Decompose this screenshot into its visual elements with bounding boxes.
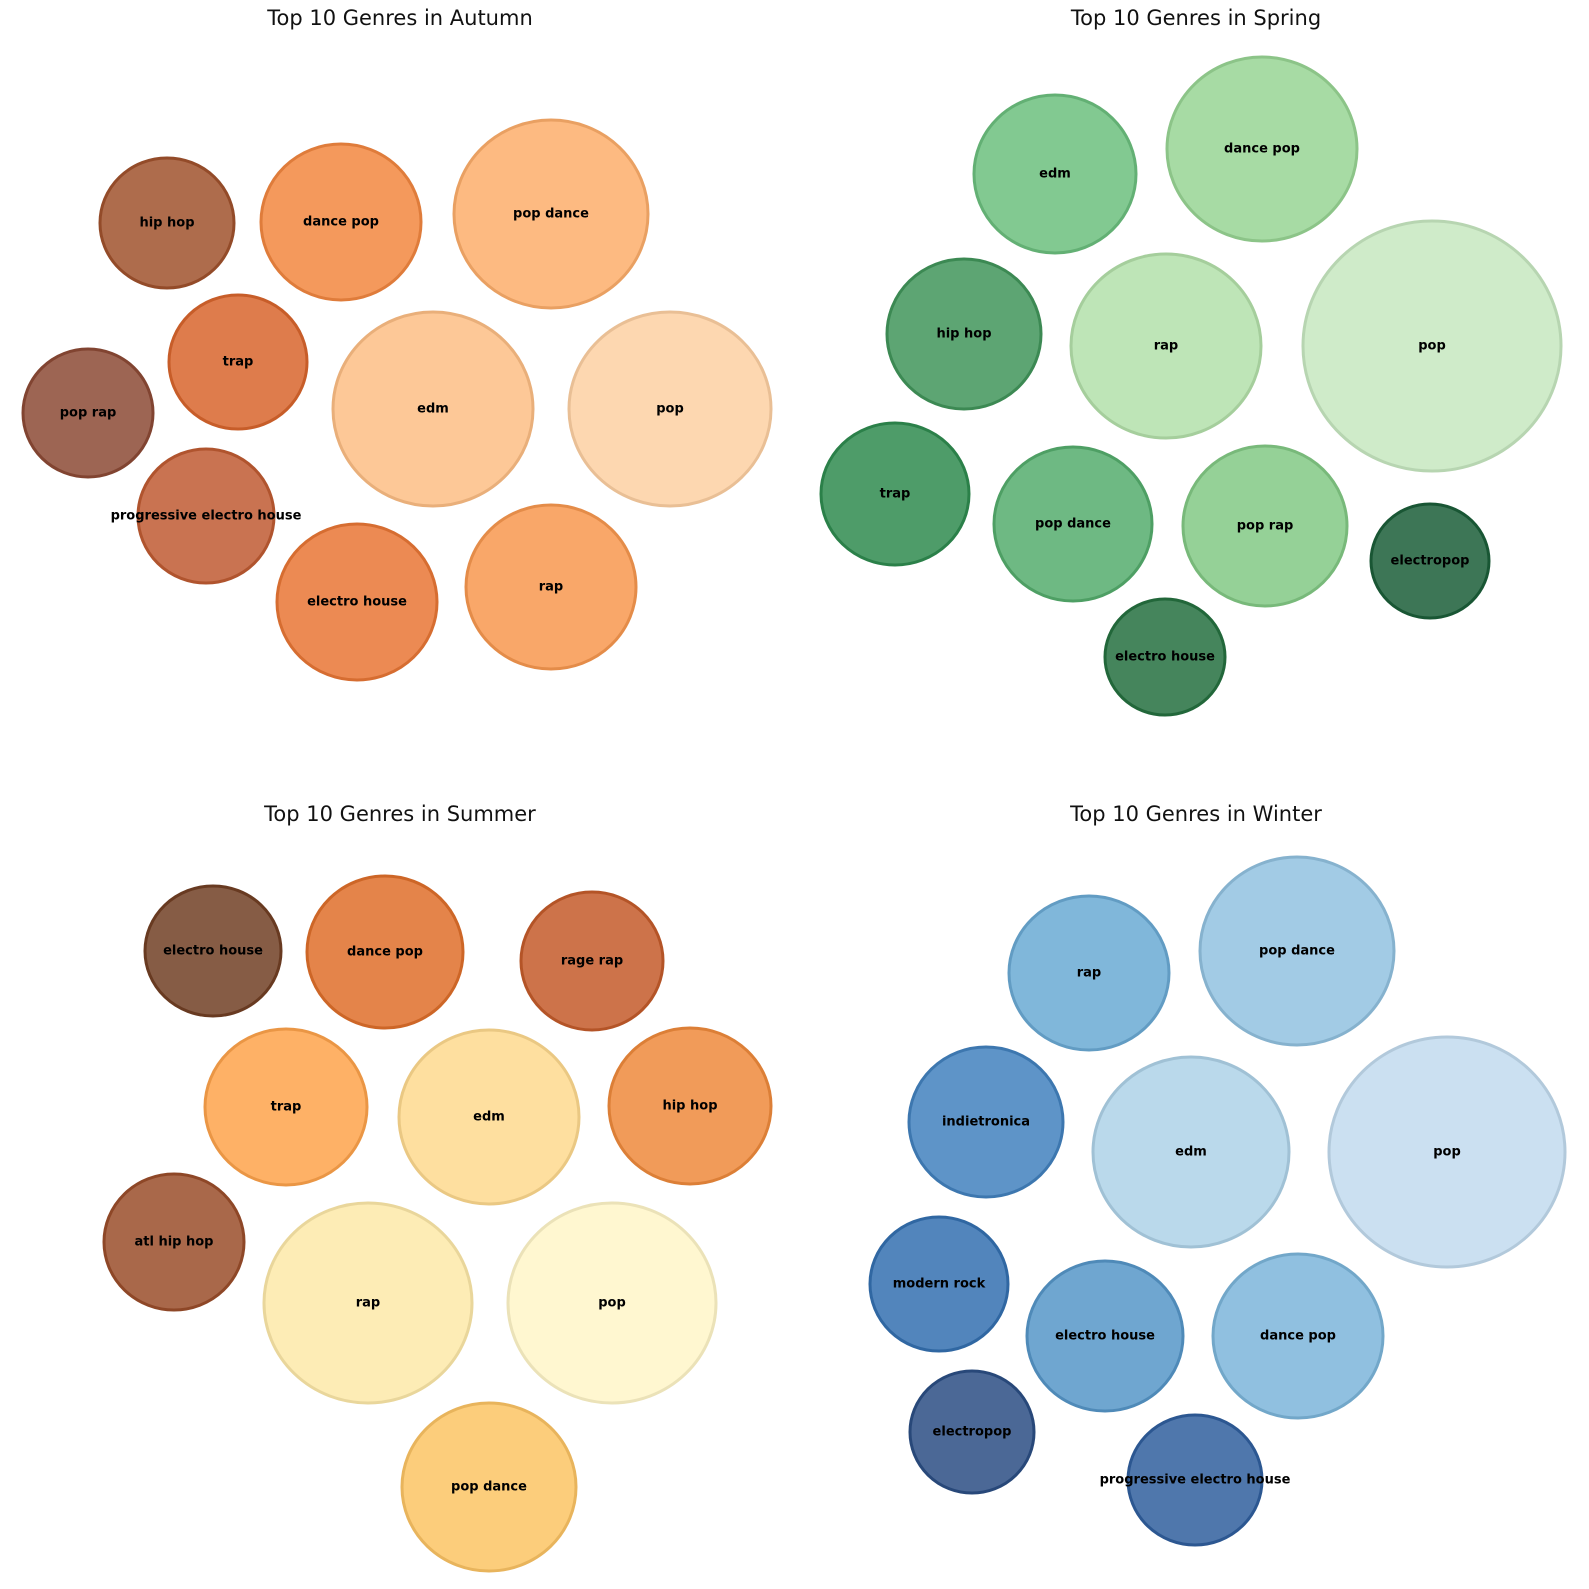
bubble-label-autumn-pop: pop	[656, 402, 684, 417]
bubble-label-spring-dance-pop: dance pop	[1224, 142, 1300, 157]
bubble-label-summer-pop: pop	[598, 1296, 626, 1311]
bubble-label-autumn-pop-dance: pop dance	[513, 207, 589, 222]
bubble-spring-trap	[819, 421, 971, 567]
bubble-label-winter-electro-house: electro house	[1055, 1329, 1155, 1344]
bubble-autumn-progressive-electro-house	[136, 447, 276, 585]
bubble-label-autumn-hip-hop: hip hop	[139, 216, 194, 231]
bubble-label-spring-edm: edm	[1039, 167, 1071, 182]
bubble-spring-pop-dance	[992, 445, 1154, 603]
bubble-label-winter-modern-rock: modern rock	[893, 1277, 986, 1292]
bubble-label-winter-dance-pop: dance pop	[1260, 1329, 1336, 1344]
bubble-spring-dance-pop	[1165, 55, 1359, 243]
bubble-label-summer-electro-house: electro house	[163, 944, 263, 959]
bubble-label-summer-trap: trap	[271, 1100, 302, 1115]
bubble-winter-electropop	[908, 1369, 1036, 1495]
bubble-winter-modern-rock	[868, 1215, 1010, 1353]
bubble-autumn-electro-house	[275, 522, 439, 682]
bubble-label-spring-electropop: electropop	[1391, 554, 1470, 569]
bubble-label-winter-pop: pop	[1433, 1145, 1461, 1160]
bubble-label-summer-hip-hop: hip hop	[662, 1099, 717, 1114]
bubble-label-spring-trap: trap	[880, 487, 911, 502]
bubble-autumn-hip-hop	[98, 156, 236, 290]
bubble-label-winter-indietronica: indietronica	[942, 1115, 1030, 1130]
bubble-label-autumn-dance-pop: dance pop	[303, 215, 379, 230]
bubble-label-spring-pop-dance: pop dance	[1035, 517, 1111, 532]
bubble-label-autumn-progressive-electro-house: progressive electro house	[111, 509, 302, 524]
bubble-label-spring-pop: pop	[1418, 339, 1446, 354]
panel-winter: rap pop dance indietronica edm pop modern roc…	[868, 855, 1567, 1547]
bubble-label-summer-edm: edm	[473, 1110, 505, 1125]
bubble-autumn-pop-dance	[452, 118, 650, 310]
bubble-label-summer-dance-pop: dance pop	[347, 945, 423, 960]
bubble-spring-hip-hop	[885, 257, 1043, 411]
bubble-label-autumn-pop-rap: pop rap	[60, 406, 117, 421]
bubble-summer-dance-pop	[305, 874, 465, 1030]
bubble-summer-atl-hip-hop	[102, 1172, 246, 1312]
bubble-label-spring-pop-rap: pop rap	[1237, 519, 1294, 534]
bubble-winter-dance-pop	[1211, 1252, 1385, 1420]
bubble-label-autumn-electro-house: electro house	[307, 595, 407, 610]
bubble-summer-edm	[397, 1028, 581, 1206]
bubble-autumn-edm	[331, 310, 535, 508]
bubble-label-autumn-edm: edm	[417, 402, 449, 417]
bubble-label-summer-rap: rap	[356, 1296, 381, 1311]
bubble-winter-electro-house	[1025, 1259, 1185, 1413]
bubble-autumn-dance-pop	[259, 142, 423, 302]
bubble-autumn-pop-rap	[21, 347, 155, 479]
bubble-spring-pop	[1301, 219, 1563, 473]
bubble-label-spring-hip-hop: hip hop	[936, 327, 991, 342]
bubble-label-autumn-trap: trap	[223, 355, 254, 370]
bubble-summer-pop	[506, 1201, 718, 1405]
bubble-spring-edm	[972, 93, 1138, 255]
panel-title-autumn: Top 10 Genres in Autumn	[267, 6, 533, 30]
panel-title-winter: Top 10 Genres in Winter	[1070, 802, 1322, 826]
panel-summer: electro house dance pop rage rap trap edm hip…	[102, 874, 773, 1573]
bubble-label-winter-electropop: electropop	[933, 1425, 1012, 1440]
bubble-summer-rap	[262, 1201, 474, 1405]
bubble-label-autumn-rap: rap	[539, 580, 564, 595]
bubble-label-spring-rap: rap	[1154, 339, 1179, 354]
bubble-spring-electro-house	[1103, 597, 1227, 717]
bubble-spring-pop-rap	[1181, 444, 1349, 608]
bubble-label-spring-electro-house: electro house	[1115, 650, 1215, 665]
bubble-summer-electro-house	[143, 884, 283, 1018]
panel-title-summer: Top 10 Genres in Summer	[264, 802, 536, 826]
bubble-label-summer-atl-hip-hop: atl hip hop	[134, 1235, 213, 1250]
panel-title-spring: Top 10 Genres in Spring	[1070, 6, 1322, 30]
bubble-label-winter-edm: edm	[1175, 1145, 1207, 1160]
bubble-summer-trap	[203, 1027, 369, 1187]
bubble-label-winter-rap: rap	[1077, 966, 1102, 981]
panel-autumn: hip hop dance pop pop dance trap pop rap edm p…	[21, 118, 773, 682]
bubble-spring-rap	[1069, 252, 1263, 440]
panel-spring: edm dance pop hip hop rap pop trap pop dance po…	[819, 55, 1563, 717]
bubble-spring-electropop	[1369, 502, 1491, 620]
bubble-summer-rage-rap	[519, 890, 665, 1032]
bubble-winter-pop	[1327, 1035, 1567, 1269]
bubble-winter-edm	[1091, 1055, 1291, 1249]
bubble-label-winter-progressive-electro-house: progressive electro house	[1100, 1473, 1291, 1488]
bubble-autumn-trap	[167, 293, 309, 431]
bubble-winter-pop-dance	[1198, 855, 1396, 1047]
bubble-summer-hip-hop	[607, 1026, 773, 1186]
bubble-winter-indietronica	[907, 1045, 1065, 1199]
bubble-winter-rap	[1007, 894, 1171, 1052]
bubble-autumn-pop	[567, 310, 773, 508]
bubble-summer-pop-dance	[400, 1401, 578, 1573]
bubble-label-winter-pop-dance: pop dance	[1259, 944, 1335, 959]
bubble-autumn-rap	[464, 503, 638, 671]
bubble-label-summer-rage-rap: rage rap	[561, 954, 623, 969]
bubble-winter-progressive-electro-house	[1126, 1413, 1264, 1547]
bubble-label-summer-pop-dance: pop dance	[451, 1480, 527, 1495]
